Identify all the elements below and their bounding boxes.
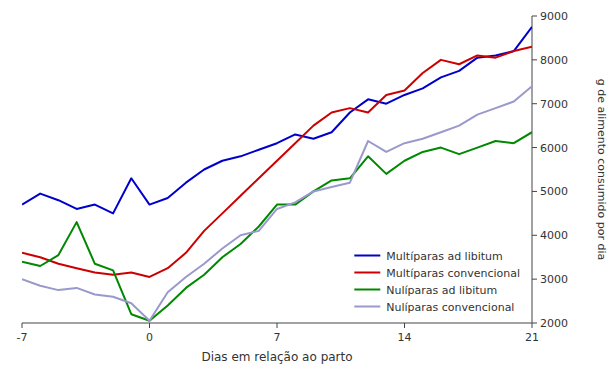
y-tick xyxy=(532,147,537,148)
x-tick-label: 0 xyxy=(146,331,153,344)
y-tick xyxy=(532,191,537,192)
y-tick xyxy=(532,235,537,236)
series-line xyxy=(22,47,532,277)
x-tick-label: 21 xyxy=(525,331,539,344)
series-line xyxy=(22,132,532,321)
x-tick-label: -7 xyxy=(17,331,28,344)
legend: Multíparas ad libitum Multíparas convenci… xyxy=(354,250,520,314)
x-tick xyxy=(22,323,23,328)
chart-svg: -7 0 7 14 212000 3000 4000 5000 6000 7000 8000 9000… xyxy=(0,0,610,371)
y-tick-label: 4000 xyxy=(540,229,568,242)
legend-label: Nulíparas convencional xyxy=(386,301,514,314)
x-tick-label: 7 xyxy=(274,331,281,344)
axes: -7 0 7 14 212000 3000 4000 5000 6000 7000 8000 9000 xyxy=(17,10,568,344)
legend-swatch xyxy=(354,306,380,308)
y-tick-label: 9000 xyxy=(540,10,568,23)
plot-area xyxy=(22,27,532,321)
legend-label: Multíparas ad libitum xyxy=(386,250,502,263)
y-axis-line xyxy=(532,16,533,323)
legend-swatch xyxy=(354,272,380,274)
legend-swatch xyxy=(354,255,380,257)
x-tick xyxy=(404,323,405,328)
x-tick xyxy=(149,323,150,328)
y-tick-label: 2000 xyxy=(540,317,568,330)
series-line xyxy=(22,27,532,213)
y-tick-label: 8000 xyxy=(540,54,568,67)
y-tick-label: 7000 xyxy=(540,98,568,111)
y-axis-label: g de alimento consumido por dia xyxy=(595,79,608,261)
legend-swatch xyxy=(354,289,380,291)
y-tick xyxy=(532,279,537,280)
y-tick xyxy=(532,16,537,17)
x-tick xyxy=(277,323,278,328)
y-tick-label: 5000 xyxy=(540,185,568,198)
legend-label: Nulíparas ad libitum xyxy=(386,284,497,297)
series-line xyxy=(22,86,532,321)
chart-container: -7 0 7 14 212000 3000 4000 5000 6000 7000 8000 9000… xyxy=(0,0,610,371)
y-tick-label: 6000 xyxy=(540,142,568,155)
x-tick xyxy=(532,323,533,328)
y-tick-label: 3000 xyxy=(540,273,568,286)
y-tick xyxy=(532,323,537,324)
x-axis-label: Dias em relação ao parto xyxy=(201,350,352,364)
x-tick-label: 14 xyxy=(398,331,412,344)
y-tick xyxy=(532,103,537,104)
legend-label: Multíparas convencional xyxy=(386,267,520,280)
y-tick xyxy=(532,59,537,60)
